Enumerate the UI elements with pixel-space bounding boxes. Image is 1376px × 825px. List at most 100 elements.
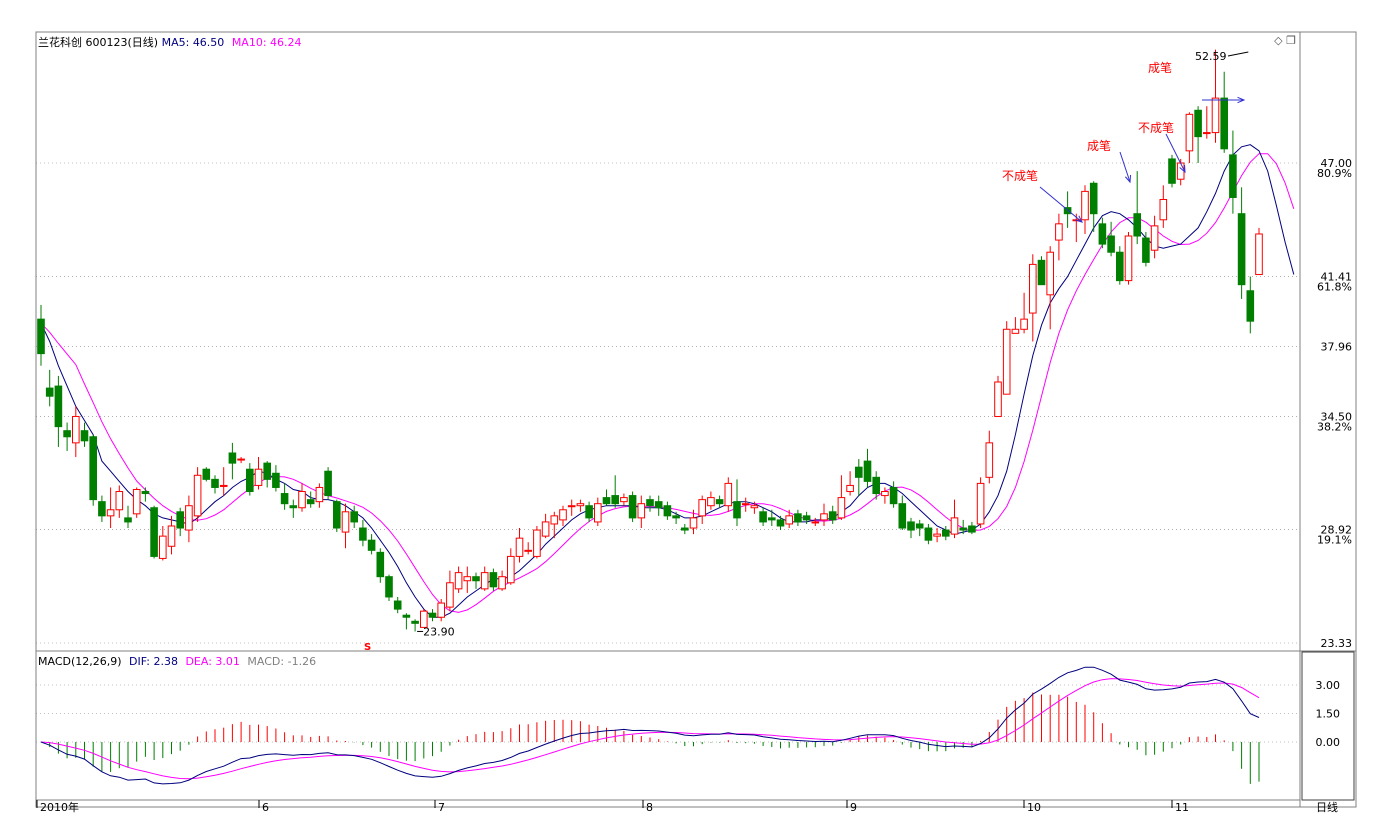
dea-label: DEA: <box>185 655 212 668</box>
percent-tick-label: 38.2% <box>1317 420 1352 433</box>
candle-down <box>306 499 315 505</box>
candle-up <box>541 521 550 537</box>
candle-down <box>376 551 385 578</box>
price-tick-label: 34.50 <box>1321 410 1353 423</box>
dif-label: DIF: <box>129 655 150 668</box>
candle-down <box>715 499 724 505</box>
restore-window-icon[interactable]: ❐ <box>1286 34 1296 47</box>
candle-down <box>768 517 776 521</box>
diamond-icon[interactable]: ◇ <box>1274 34 1283 47</box>
period-label: 日线 <box>1316 800 1338 814</box>
candle-down <box>246 468 254 493</box>
candle-up <box>219 484 228 487</box>
arrow-head <box>1075 215 1083 223</box>
candle-down <box>202 468 211 480</box>
candle-up <box>1150 225 1159 251</box>
annotation-label: 不成笔 <box>1002 168 1038 183</box>
candle-up <box>254 468 263 486</box>
ma10-line <box>40 153 1295 613</box>
price-tick-label: 28.92 <box>1321 524 1353 537</box>
candle-down <box>672 515 680 519</box>
macd-value: -1.26 <box>287 655 317 668</box>
candle-up <box>594 503 602 523</box>
high-price-pointer <box>1227 51 1249 57</box>
candle-up <box>985 442 994 478</box>
candle-down <box>611 495 620 505</box>
candle-down <box>855 466 863 478</box>
candle-down <box>1194 109 1202 138</box>
candle-up <box>1020 318 1028 330</box>
candle-up <box>1046 251 1055 296</box>
candle-down <box>898 503 907 529</box>
candle-up <box>185 505 193 531</box>
candle-up <box>820 513 828 521</box>
candle-down <box>924 527 933 541</box>
candle-up <box>881 491 889 497</box>
percent-tick-label: 80.9% <box>1317 167 1352 180</box>
candle-up <box>976 482 985 525</box>
candle-up <box>620 497 628 503</box>
ma5-line <box>40 144 1295 618</box>
candle-down <box>393 600 402 610</box>
candle-down <box>37 318 45 355</box>
candle-up <box>237 458 245 461</box>
candle-up <box>159 535 167 559</box>
candle-up <box>498 576 506 590</box>
window-controls: ◇ ❐ <box>1274 34 1296 47</box>
candle-up <box>507 555 515 584</box>
macd-tick-label: 3.00 <box>1316 679 1341 692</box>
candle-down <box>411 620 419 624</box>
candle-down <box>1168 158 1176 184</box>
candle-up <box>1029 263 1037 314</box>
candle-up <box>454 572 463 590</box>
candle-up <box>1176 162 1185 180</box>
candle-up <box>1081 190 1089 221</box>
annotation-arrow <box>1039 186 1083 223</box>
candle-up <box>576 503 585 507</box>
candle-down <box>359 527 367 541</box>
ma10-value: 46.24 <box>270 36 302 49</box>
candle-down <box>63 430 71 438</box>
time-tick-label: 11 <box>1175 801 1189 814</box>
candle-down <box>324 470 332 497</box>
dea-line <box>40 678 1260 780</box>
candle-down <box>663 505 672 517</box>
candle-down <box>646 499 654 507</box>
candle-down <box>1220 97 1229 150</box>
candle-up <box>567 505 576 508</box>
annotation-arrow <box>1165 133 1186 173</box>
candle-up <box>707 497 715 507</box>
candle-up <box>689 517 698 529</box>
candle-down <box>602 497 611 505</box>
candle-down <box>585 505 593 519</box>
candle-up <box>533 529 541 557</box>
candle-up <box>1203 132 1211 135</box>
candle-up <box>811 521 820 524</box>
candle-up <box>933 533 941 537</box>
price-tick-label: 47.00 <box>1321 157 1353 170</box>
candle-down <box>1246 290 1255 322</box>
candle-down <box>1133 213 1142 237</box>
candle-up <box>950 517 959 535</box>
candle-up <box>637 503 646 519</box>
candle-down <box>1116 251 1124 282</box>
time-tick-label: 8 <box>646 801 653 814</box>
candle-up <box>785 515 794 525</box>
price-tick-label: 23.33 <box>1321 637 1353 650</box>
candle-down <box>1063 207 1072 215</box>
price-tick-label: 37.96 <box>1321 340 1353 353</box>
candle-up <box>193 474 202 517</box>
candle-up <box>550 515 559 525</box>
candle-up <box>741 503 750 506</box>
candle-down <box>272 472 280 488</box>
signal-mark: S <box>364 642 371 653</box>
candle-down <box>98 501 106 517</box>
candle-up <box>1002 328 1011 395</box>
macd-label: MACD: <box>247 655 285 668</box>
candle-down <box>872 476 881 495</box>
candle-up <box>106 509 115 517</box>
candle-up <box>115 491 124 511</box>
candle-down <box>1098 223 1107 245</box>
candle-up <box>72 415 80 444</box>
